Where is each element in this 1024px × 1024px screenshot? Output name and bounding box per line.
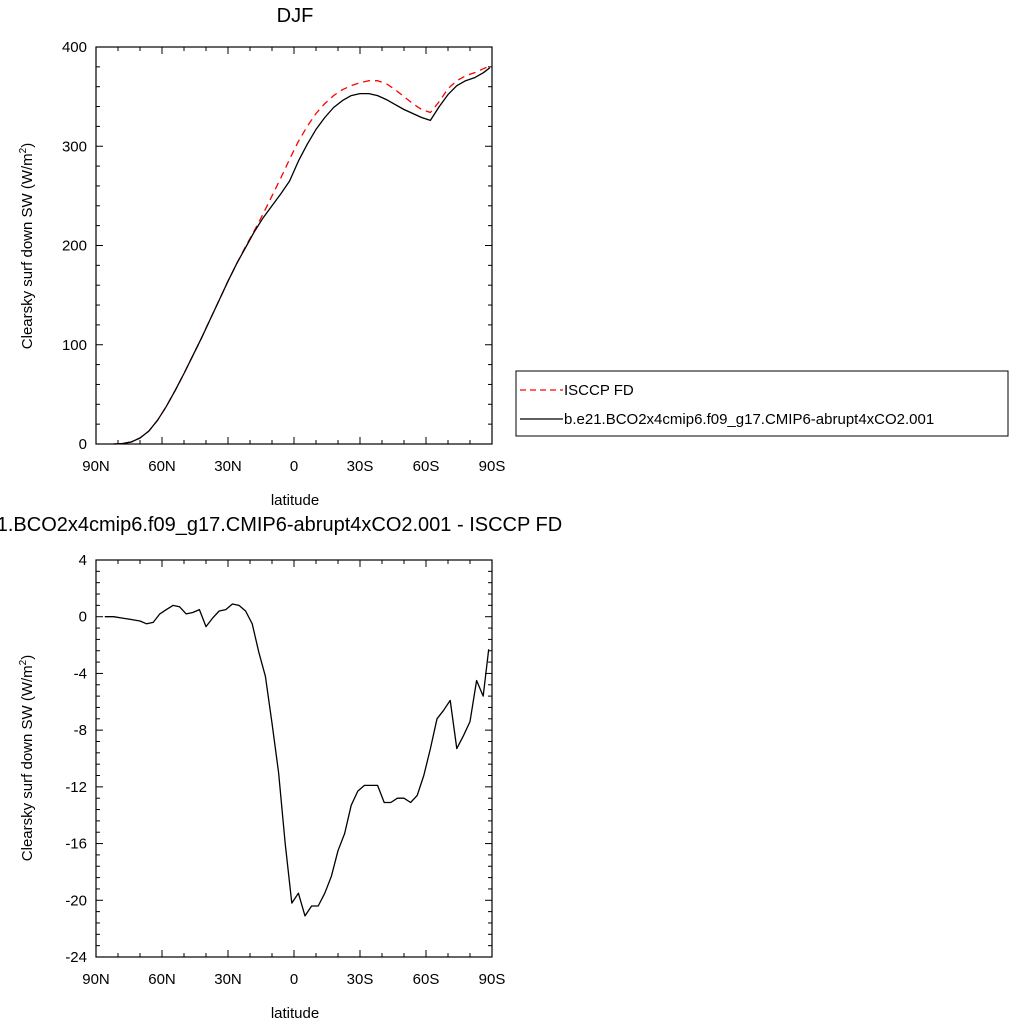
y-tick-label: -12: [65, 779, 87, 796]
bottom-axes: -24 -20 -16 -12 -8 -4 0 4 90N 60N 30N 0 30S 60S 90S: [65, 552, 505, 988]
x-tick-label: 90N: [82, 971, 110, 988]
y-tick-label: -20: [65, 892, 87, 909]
x-tick-label: 0: [290, 458, 298, 475]
y-tick-label: 0: [79, 436, 87, 453]
x-tick-label: 30N: [214, 971, 242, 988]
x-tick-label: 60S: [413, 971, 440, 988]
x-tick-label: 0: [290, 971, 298, 988]
series-line-1: [113, 67, 491, 445]
top-axes: 0 100 200 300 400 90N 60N 30N 0 30S 60S 90S: [62, 39, 505, 475]
bottom-chart-title: b.e21.BCO2x4cmip6.f09_g17.CMIP6-abrupt4x…: [0, 514, 562, 536]
top-x-axis-label: latitude: [271, 492, 319, 509]
x-tick-label: 90N: [82, 458, 110, 475]
legend-box: [515, 370, 1009, 437]
x-tick-label: 60S: [413, 458, 440, 475]
y-tick-label: 400: [62, 39, 87, 56]
x-tick-label: 30S: [347, 971, 374, 988]
top-plot-frame: [95, 46, 493, 445]
legend: ISCCP FD b.e21.BCO2x4cmip6.f09_g17.CMIP6…: [515, 370, 1009, 437]
x-tick-label: 90S: [479, 458, 506, 475]
y-tick-label: -24: [65, 949, 87, 966]
y-tick-label: -4: [74, 665, 87, 682]
y-tick-label: -16: [65, 836, 87, 853]
y-tick-label: 200: [62, 238, 87, 255]
x-tick-label: 30S: [347, 458, 374, 475]
y-tick-label: 0: [79, 609, 87, 626]
y-tick-label: 4: [79, 552, 87, 569]
x-tick-label: 60N: [148, 971, 176, 988]
legend-model-label: b.e21.BCO2x4cmip6.f09_g17.CMIP6-abrupt4x…: [564, 411, 934, 428]
y-tick-label: -8: [74, 722, 87, 739]
top-chart-title: DJF: [277, 5, 314, 27]
bottom-y-axis-label: Clearsky surf down SW (W/m2): [18, 655, 36, 861]
bottom-series-lines: [104, 603, 490, 917]
legend-isccp-label: ISCCP FD: [564, 382, 634, 399]
bottom-plot-frame: [95, 559, 493, 958]
series-line-0: [104, 603, 490, 917]
top-series-lines: [113, 65, 491, 445]
bottom-x-axis-label: latitude: [271, 1005, 319, 1022]
panel-difference: b.e21.BCO2x4cmip6.f09_g17.CMIP6-abrupt4x…: [0, 514, 562, 1022]
y-tick-label: 300: [62, 138, 87, 155]
x-tick-label: 60N: [148, 458, 176, 475]
x-tick-label: 90S: [479, 971, 506, 988]
panel-djf: DJF 0 100 200 300 400 90N 60N 30N 0 30S 60S 90S lat…: [18, 5, 1009, 509]
series-line-0: [113, 65, 491, 445]
y-tick-label: 100: [62, 337, 87, 354]
top-y-axis-label: Clearsky surf down SW (W/m2): [18, 143, 36, 349]
x-tick-label: 30N: [214, 458, 242, 475]
